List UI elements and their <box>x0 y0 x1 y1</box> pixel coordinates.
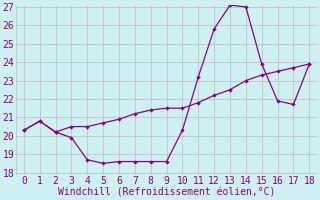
X-axis label: Windchill (Refroidissement éolien,°C): Windchill (Refroidissement éolien,°C) <box>58 187 275 197</box>
